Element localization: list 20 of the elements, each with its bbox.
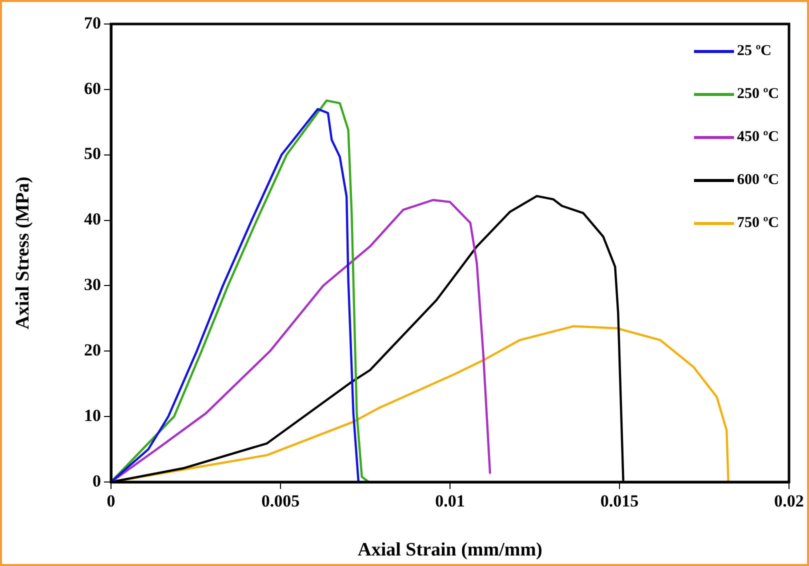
x-axis-title: Axial Strain (mm/mm) bbox=[358, 540, 542, 561]
y-tick-label: 40 bbox=[84, 210, 101, 229]
x-tick-label: 0.02 bbox=[774, 492, 804, 511]
y-tick-label: 0 bbox=[92, 471, 101, 490]
y-tick-label: 10 bbox=[84, 406, 101, 425]
legend-label: 25 ºC bbox=[736, 42, 772, 60]
x-tick-label: 0.01 bbox=[435, 492, 465, 511]
y-tick-label: 60 bbox=[84, 78, 101, 98]
y-tick-label: 30 bbox=[84, 275, 101, 294]
x-tick-label: 0.015 bbox=[600, 492, 639, 511]
y-axis-title: Axial Stress (MPa) bbox=[12, 176, 34, 330]
y-tick-label: 50 bbox=[84, 144, 101, 164]
x-tick-label: 0 bbox=[106, 492, 116, 511]
legend-label: 750 ºC bbox=[736, 214, 779, 232]
y-tick-label: 20 bbox=[84, 340, 101, 360]
legend-label: 450 ºC bbox=[736, 128, 779, 146]
x-tick-label: 0.005 bbox=[261, 492, 300, 511]
legend-label: 250 ºC bbox=[736, 86, 779, 102]
y-tick-label: 70 bbox=[84, 13, 101, 32]
legend-label: 600 ºC bbox=[736, 172, 779, 188]
